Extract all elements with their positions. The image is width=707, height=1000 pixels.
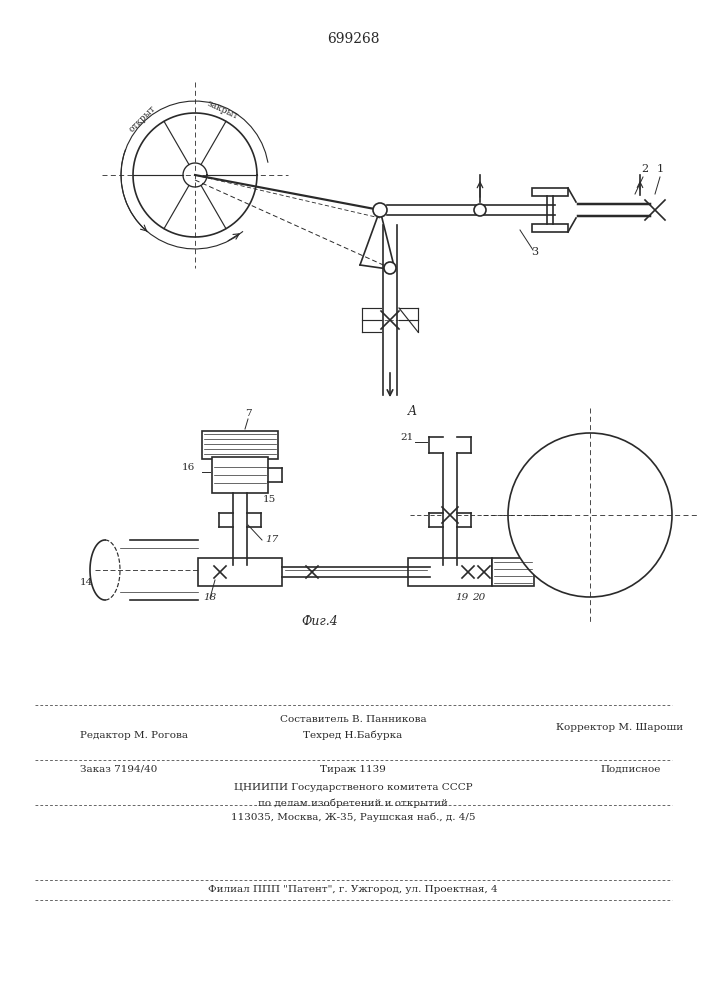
Text: 15: 15 (263, 495, 276, 504)
Text: 18: 18 (203, 593, 216, 602)
Bar (202, 431, 278, 459)
Text: по делам изобретений и открытий: по делам изобретений и открытий (258, 798, 448, 808)
Text: закрыт: закрыт (206, 99, 240, 121)
Text: 16: 16 (182, 463, 195, 472)
Text: 14: 14 (80, 578, 93, 587)
Text: Техред Н.Бабурка: Техред Н.Бабурка (303, 731, 402, 740)
Text: 17: 17 (265, 535, 279, 544)
Bar (492, 558, 534, 586)
Text: Филиал ППП "Патент", г. Ужгород, ул. Проектная, 4: Филиал ППП "Патент", г. Ужгород, ул. Про… (208, 885, 498, 894)
Text: Фиг.4: Фиг.4 (302, 615, 339, 628)
Bar (532, 224, 568, 232)
Circle shape (373, 203, 387, 217)
Text: 20: 20 (472, 593, 485, 602)
Text: 19: 19 (455, 593, 468, 602)
Text: Редактор М. Рогова: Редактор М. Рогова (80, 731, 188, 740)
Bar (408, 558, 492, 586)
Text: Корректор М. Шароши: Корректор М. Шароши (556, 723, 684, 732)
Circle shape (474, 204, 486, 216)
Text: 1: 1 (656, 164, 664, 174)
Text: открыт: открыт (127, 104, 158, 134)
Text: A: A (408, 405, 417, 418)
Text: Заказ 7194/40: Заказ 7194/40 (80, 765, 158, 774)
Bar (212, 457, 268, 493)
Text: Подписное: Подписное (600, 765, 660, 774)
Text: Составитель В. Панникова: Составитель В. Панникова (280, 715, 426, 724)
Text: 699268: 699268 (327, 32, 379, 46)
Circle shape (384, 262, 396, 274)
Text: 21: 21 (400, 433, 414, 442)
Text: 3: 3 (532, 247, 539, 257)
Text: 2: 2 (641, 164, 648, 174)
Circle shape (508, 433, 672, 597)
Text: Тираж 1139: Тираж 1139 (320, 765, 386, 774)
Bar (198, 558, 282, 586)
Text: ЦНИИПИ Государственого комитета СССР: ЦНИИПИ Государственого комитета СССР (234, 783, 472, 792)
Text: 7: 7 (245, 409, 252, 418)
Bar (532, 188, 568, 196)
Text: 113035, Москва, Ж-35, Раушская наб., д. 4/5: 113035, Москва, Ж-35, Раушская наб., д. … (230, 813, 475, 822)
